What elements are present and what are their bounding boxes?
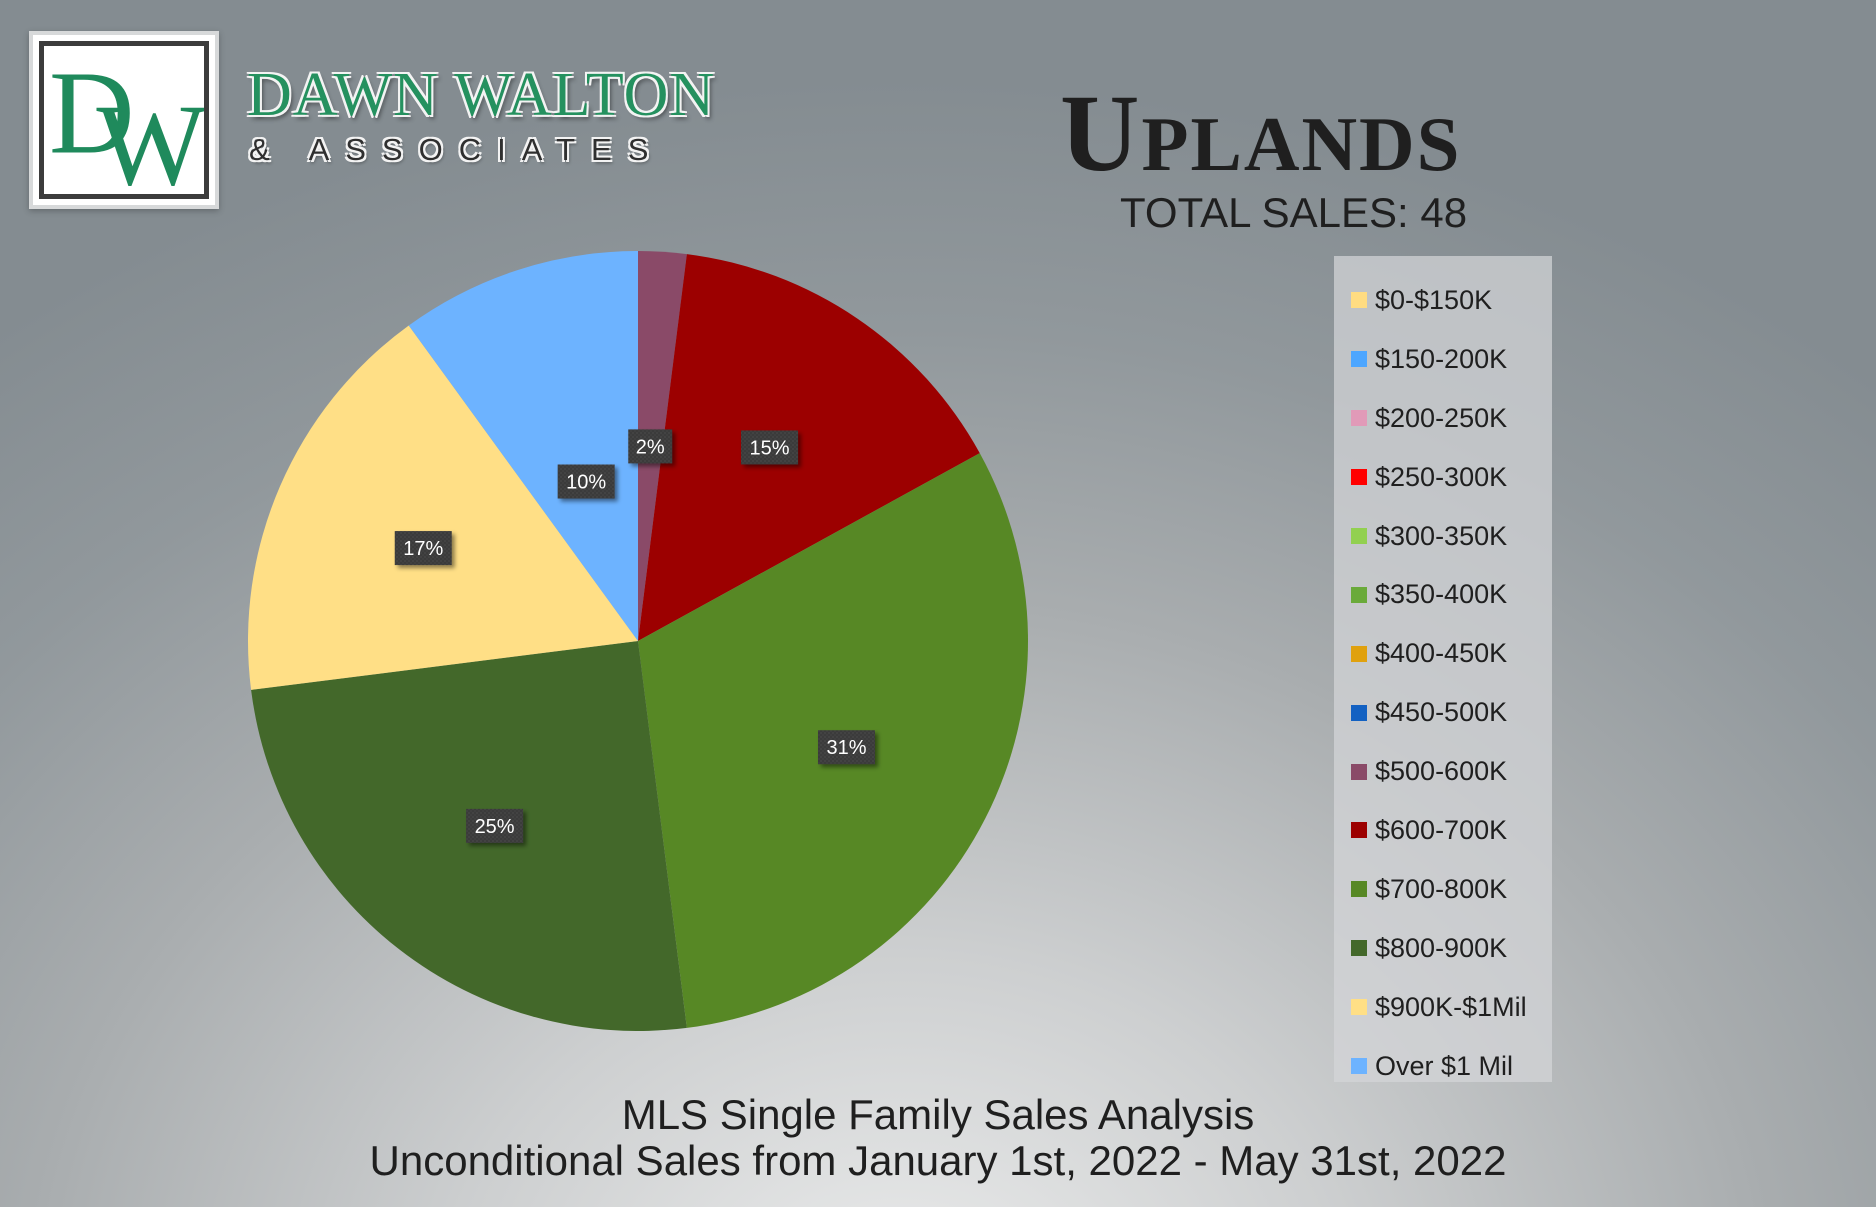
legend-swatch	[1351, 940, 1367, 957]
logo-monogram: D W	[39, 41, 209, 199]
legend-label: $500-600K	[1375, 756, 1508, 787]
legend-swatch	[1351, 586, 1367, 603]
pie-slice	[638, 254, 980, 642]
data-label-text: 17%	[403, 538, 443, 560]
brand-subtitle: & ASSOCIATES	[249, 132, 665, 167]
monogram-w: W	[96, 81, 204, 194]
legend-item: $350-400K	[1334, 565, 1552, 624]
pie-labels: 2% 15% 31% 25% 17% 10%	[394, 429, 875, 843]
legend-label: $600-700K	[1375, 814, 1508, 845]
data-label-box	[394, 531, 452, 566]
legend-label: $250-300K	[1375, 461, 1508, 492]
legend-item: $900K-$1Mil	[1334, 978, 1552, 1037]
legend-swatch	[1351, 822, 1367, 839]
data-label-text: 10%	[566, 472, 606, 494]
data-label-box	[741, 430, 799, 465]
data-label-text: 15%	[750, 437, 790, 459]
legend-swatch	[1351, 1058, 1367, 1075]
logo: D W	[29, 31, 219, 209]
legend-item: $150-200K	[1334, 330, 1552, 389]
data-label: 2%	[628, 429, 673, 464]
pie-slice	[408, 251, 638, 641]
legend-swatch	[1351, 763, 1367, 780]
data-label-box	[557, 464, 615, 499]
legend-label: Over $1 Mil	[1375, 1050, 1514, 1081]
legend-swatch	[1351, 292, 1367, 309]
data-label-text: 31%	[826, 737, 866, 759]
legend-swatch	[1351, 528, 1367, 544]
data-label: 17%	[394, 531, 452, 566]
legend-swatch	[1351, 351, 1367, 368]
data-label-text: 2%	[636, 436, 665, 458]
data-label: 15%	[741, 430, 799, 465]
pie-slices	[248, 251, 1028, 1031]
legend-item: Over $1 Mil	[1334, 1037, 1552, 1096]
legend-swatch	[1351, 645, 1367, 662]
data-label: 25%	[466, 808, 524, 843]
monogram-graphic: D W	[49, 47, 204, 194]
legend-label: $200-250K	[1375, 402, 1508, 433]
legend-label: $400-450K	[1375, 638, 1508, 669]
legend-label: $150-200K	[1375, 343, 1508, 374]
legend-label: $0-$150K	[1375, 284, 1493, 315]
legend-item: $600-700K	[1334, 801, 1552, 860]
legend-label: $350-400K	[1375, 579, 1508, 610]
data-label-text: 25%	[475, 816, 515, 838]
legend-item: $300-350K	[1334, 507, 1552, 566]
legend-swatch	[1351, 410, 1367, 427]
legend-item: $500-600K	[1334, 742, 1552, 801]
legend-item: $450-500K	[1334, 683, 1552, 742]
monogram-d: D	[49, 47, 135, 179]
data-label: 31%	[817, 730, 875, 765]
data-label: 10%	[557, 464, 615, 499]
pie-slice	[248, 325, 638, 690]
legend-label: $300-350K	[1375, 520, 1508, 551]
data-label-box	[466, 808, 524, 843]
legend-item: $250-300K	[1334, 448, 1552, 507]
legend-swatch	[1351, 881, 1367, 898]
page-title: Uplands	[1060, 72, 1462, 194]
footer-title: MLS Single Family Sales Analysis	[621, 1091, 1255, 1138]
data-label-box	[628, 429, 673, 464]
legend-label: $900K-$1Mil	[1375, 991, 1527, 1022]
legend-item: $200-250K	[1334, 389, 1552, 448]
total-sales: TOTAL SALES: 48	[1120, 189, 1468, 236]
legend-item: $700-800K	[1334, 860, 1552, 919]
brand-name: DAWN WALTON	[247, 61, 716, 129]
legend-label: $800-900K	[1375, 932, 1508, 963]
legend-swatch	[1351, 999, 1367, 1016]
legend-label: $700-800K	[1375, 873, 1508, 904]
legend-swatch	[1351, 704, 1367, 721]
legend-item: $0-$150K	[1334, 271, 1552, 330]
data-label-box	[817, 730, 875, 765]
footer-date-range: Unconditional Sales from January 1st, 20…	[369, 1137, 1507, 1184]
legend-label: $450-500K	[1375, 697, 1508, 728]
chart-legend: $0-$150K $150-200K $200-250K $250-300K $300-…	[1334, 256, 1552, 1082]
legend-item: $400-450K	[1334, 624, 1552, 683]
legend-swatch	[1351, 469, 1367, 486]
legend-item: $800-900K	[1334, 919, 1552, 978]
